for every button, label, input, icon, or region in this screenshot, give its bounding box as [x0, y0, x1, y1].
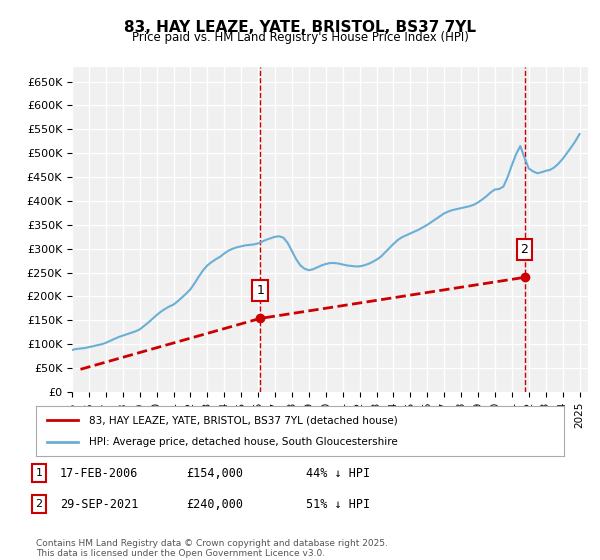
- Text: 2: 2: [521, 243, 529, 256]
- Text: 2: 2: [35, 499, 43, 509]
- Text: 1: 1: [256, 284, 264, 297]
- Text: £154,000: £154,000: [186, 466, 243, 480]
- Text: HPI: Average price, detached house, South Gloucestershire: HPI: Average price, detached house, Sout…: [89, 437, 398, 447]
- Text: This data is licensed under the Open Government Licence v3.0.: This data is licensed under the Open Gov…: [36, 549, 325, 558]
- Text: 51% ↓ HPI: 51% ↓ HPI: [306, 497, 370, 511]
- Text: 83, HAY LEAZE, YATE, BRISTOL, BS37 7YL: 83, HAY LEAZE, YATE, BRISTOL, BS37 7YL: [124, 20, 476, 35]
- Text: 29-SEP-2021: 29-SEP-2021: [60, 497, 139, 511]
- Text: Price paid vs. HM Land Registry's House Price Index (HPI): Price paid vs. HM Land Registry's House …: [131, 31, 469, 44]
- Text: 1: 1: [35, 468, 43, 478]
- Text: 44% ↓ HPI: 44% ↓ HPI: [306, 466, 370, 480]
- Text: 17-FEB-2006: 17-FEB-2006: [60, 466, 139, 480]
- Text: £240,000: £240,000: [186, 497, 243, 511]
- Text: 83, HAY LEAZE, YATE, BRISTOL, BS37 7YL (detached house): 83, HAY LEAZE, YATE, BRISTOL, BS37 7YL (…: [89, 415, 398, 425]
- Text: Contains HM Land Registry data © Crown copyright and database right 2025.: Contains HM Land Registry data © Crown c…: [36, 539, 388, 548]
